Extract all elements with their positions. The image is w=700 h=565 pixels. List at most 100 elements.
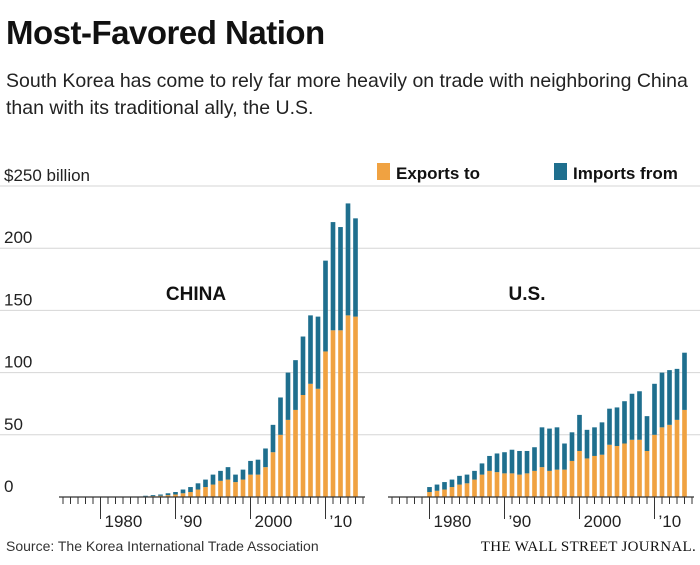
import-bar [188, 487, 193, 493]
export-bar [547, 470, 552, 497]
export-bar [464, 483, 470, 497]
x-tick-label: ’90 [509, 512, 532, 530]
export-bar [682, 409, 687, 497]
import-bar [308, 315, 313, 384]
export-bar [472, 479, 477, 497]
y-axis-labels: 0 50 100 150 200 $250 billion [4, 166, 90, 496]
import-bar [300, 336, 306, 395]
import-bar [667, 370, 672, 425]
export-bar [240, 479, 246, 497]
import-bar [449, 479, 455, 488]
import-bar [330, 222, 336, 331]
legend-exports-label: Exports to [396, 164, 480, 183]
import-bar [472, 470, 477, 480]
us-panel: 1980 ’90 2000 ’10 U.S. [388, 284, 694, 530]
export-bar [614, 445, 620, 497]
export-bar [652, 434, 657, 497]
import-bar [173, 492, 178, 495]
source-note: Source: The Korea International Trade As… [6, 538, 319, 554]
export-bar [323, 351, 328, 497]
import-bar [195, 483, 201, 490]
import-bar [614, 407, 620, 446]
us-bars [427, 352, 687, 497]
export-bar [487, 470, 492, 497]
export-bar [353, 316, 358, 497]
export-bar [434, 490, 440, 497]
import-bar [278, 397, 283, 435]
us-x-axis: 1980 ’90 2000 ’10 [388, 496, 694, 530]
export-bar [502, 473, 507, 497]
import-bar [323, 260, 328, 352]
publisher-credit: THE WALL STREET JOURNAL. [480, 539, 696, 555]
legend-imports-swatch [554, 163, 567, 180]
export-bar [203, 487, 208, 497]
import-bar [442, 482, 447, 490]
export-bar [577, 450, 582, 497]
import-bar [539, 427, 545, 468]
export-bar [449, 487, 455, 497]
y-tick-label: 50 [4, 415, 23, 434]
export-bar [278, 434, 283, 497]
trade-chart: 0 50 100 150 200 $250 billion Exports to Impo… [0, 163, 700, 530]
import-bar [158, 494, 163, 496]
legend-imports-label: Imports from [573, 164, 678, 183]
export-bar [562, 469, 567, 497]
export-bar [532, 470, 537, 497]
import-bar [494, 453, 500, 473]
x-tick-label: 1980 [434, 512, 472, 530]
import-bar [143, 495, 148, 497]
import-bar [607, 408, 612, 445]
export-bar [285, 419, 291, 497]
import-bar [270, 424, 276, 453]
import-bar [554, 427, 560, 470]
x-tick-label: ’10 [330, 512, 353, 530]
china-x-axis: 1980 ’90 2000 ’10 [59, 496, 365, 530]
y-tick-label: 0 [4, 477, 13, 496]
import-bar [644, 416, 650, 451]
import-bar [517, 450, 522, 475]
export-bar [539, 467, 545, 497]
export-bar [622, 443, 627, 497]
import-bar [427, 487, 432, 493]
export-bar [248, 474, 253, 497]
export-bar [554, 469, 560, 497]
export-bar [667, 424, 672, 497]
import-bar [637, 391, 642, 440]
import-bar [674, 368, 680, 420]
export-bar [569, 460, 575, 497]
import-bar [240, 469, 246, 480]
import-bar [457, 475, 462, 485]
import-bar [338, 227, 343, 331]
x-tick-label: ’90 [180, 512, 203, 530]
export-bar [195, 489, 201, 497]
import-bar [502, 452, 507, 474]
export-bar [524, 473, 530, 497]
us-panel-label: U.S. [509, 284, 546, 305]
import-bar [682, 352, 687, 410]
export-bar [173, 494, 178, 497]
export-bar [644, 450, 650, 497]
import-bar [622, 401, 627, 444]
export-bar [158, 495, 163, 497]
chart-subtitle: South Korea has come to rely far more he… [6, 70, 688, 119]
import-bar [203, 479, 208, 488]
export-bar [637, 439, 642, 497]
export-bar [233, 482, 238, 497]
export-bar [165, 495, 171, 497]
import-bar [524, 450, 530, 474]
export-bar [457, 484, 462, 497]
export-bar [517, 474, 522, 497]
export-bar [255, 474, 261, 497]
export-bar [218, 480, 223, 497]
import-bar [255, 459, 261, 475]
chart-title: Most-Favored Nation [6, 14, 325, 51]
import-bar [165, 493, 171, 496]
import-bar [652, 383, 657, 435]
export-bar [315, 388, 321, 497]
export-bar [607, 444, 612, 497]
import-bar [353, 218, 358, 317]
import-bar [464, 474, 470, 484]
import-bar [569, 432, 575, 461]
export-bar [479, 474, 485, 497]
import-bar [487, 455, 492, 471]
